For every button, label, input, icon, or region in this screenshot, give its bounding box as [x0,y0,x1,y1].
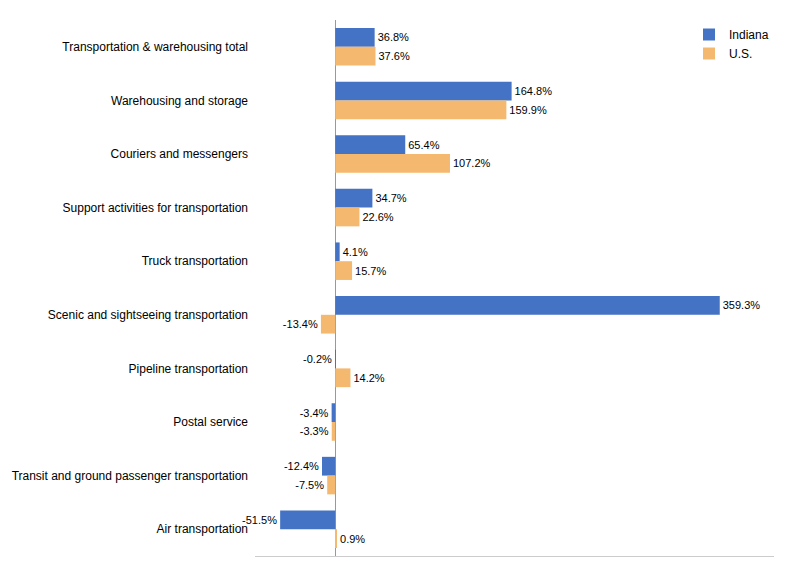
svg-text:-12.4%: -12.4% [284,460,319,472]
svg-text:14.2%: 14.2% [353,372,384,384]
svg-text:36.8%: 36.8% [378,31,409,43]
svg-text:Couriers and messengers: Couriers and messengers [111,147,248,161]
svg-text:15.7%: 15.7% [355,265,386,277]
svg-text:Postal service: Postal service [173,415,248,429]
svg-text:Pipeline transportation: Pipeline transportation [129,362,248,376]
svg-text:Air transportation: Air transportation [157,522,248,536]
svg-text:65.4%: 65.4% [408,139,439,151]
svg-text:4.1%: 4.1% [343,246,368,258]
svg-text:Transit and ground passenger t: Transit and ground passenger transportat… [12,469,248,483]
svg-text:Scenic and sightseeing transpo: Scenic and sightseeing transportation [48,308,248,322]
svg-text:164.8%: 164.8% [515,85,553,97]
svg-text:-0.2%: -0.2% [303,353,332,365]
svg-text:Support activities for transpo: Support activities for transportation [63,201,248,215]
svg-text:37.6%: 37.6% [378,50,409,62]
svg-text:159.9%: 159.9% [509,104,547,116]
svg-text:-3.3%: -3.3% [300,425,329,437]
svg-text:22.6%: 22.6% [362,211,393,223]
svg-text:-13.4%: -13.4% [283,318,318,330]
svg-text:-7.5%: -7.5% [295,479,324,491]
svg-text:U.S.: U.S. [729,47,752,61]
svg-text:Warehousing and storage: Warehousing and storage [111,94,248,108]
svg-text:Indiana: Indiana [729,28,769,42]
svg-text:Transportation & warehousing t: Transportation & warehousing total [62,40,248,54]
svg-text:0.9%: 0.9% [340,533,365,545]
svg-text:-3.4%: -3.4% [300,407,329,419]
svg-text:359.3%: 359.3% [723,299,761,311]
svg-text:Truck transportation: Truck transportation [142,254,248,268]
svg-text:-51.5%: -51.5% [242,514,277,526]
svg-text:107.2%: 107.2% [453,157,491,169]
svg-text:34.7%: 34.7% [375,192,406,204]
